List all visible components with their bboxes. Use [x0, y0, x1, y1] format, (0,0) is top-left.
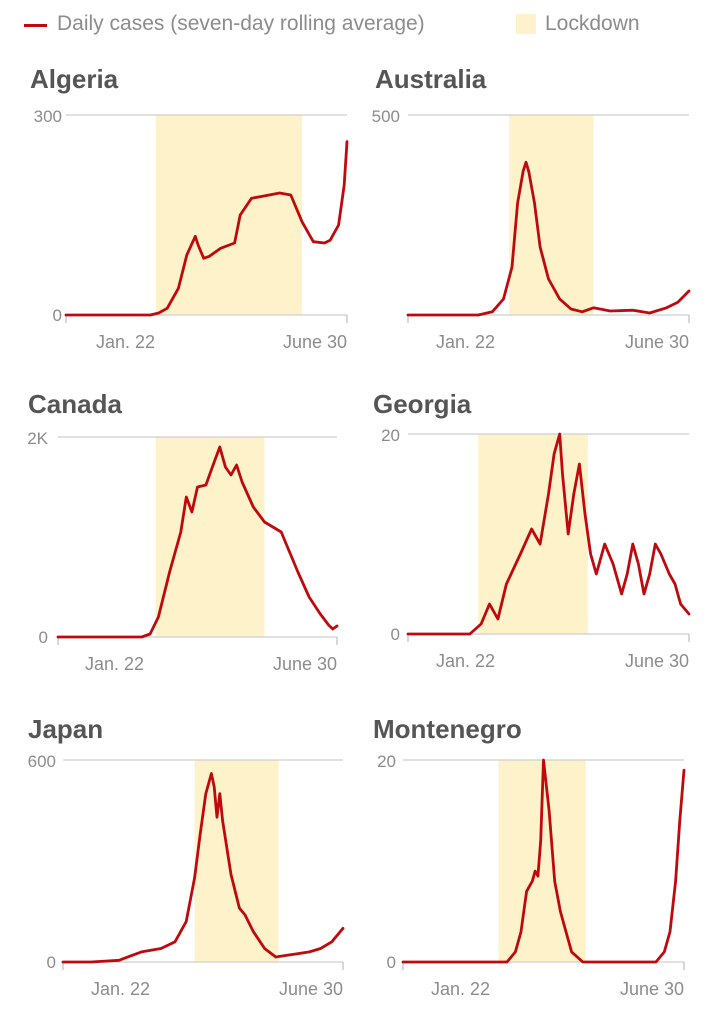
- georgia-y-tick-max: 20: [381, 426, 400, 445]
- legend: Daily cases (seven-day rolling average) …: [0, 0, 713, 50]
- australia-chart: Australia 500 Jan. 22 June 30: [372, 64, 691, 352]
- australia-x-tick-label-end: June 30: [625, 332, 689, 352]
- georgia-y-tick-min: 0: [391, 625, 400, 644]
- japan-title: Japan: [28, 714, 103, 744]
- montenegro-x-tick-label-start: Jan. 22: [431, 979, 490, 999]
- algeria-x-tick-label-end: June 30: [283, 332, 347, 352]
- japan-y-tick-min: 0: [47, 953, 56, 972]
- australia-cases-line: [406, 160, 691, 317]
- canada-x-tick-label-end: June 30: [273, 654, 337, 674]
- canada-y-tick-min: 0: [39, 628, 48, 647]
- georgia-title: Georgia: [373, 389, 472, 419]
- montenegro-x-tick-label-end: June 30: [620, 979, 684, 999]
- algeria-x-tick-label-start: Jan. 22: [96, 332, 155, 352]
- legend-line-label: Daily cases (seven-day rolling average): [57, 12, 425, 35]
- legend-lockdown-label: Lockdown: [545, 12, 640, 35]
- algeria-y-tick-min: 0: [53, 306, 62, 325]
- georgia-x-tick-label-end: June 30: [625, 651, 689, 671]
- canada-cases-line: [56, 445, 339, 639]
- georgia-chart: Georgia 20 0 Jan. 22 June 30: [373, 389, 691, 671]
- japan-x-tick-label-end: June 30: [279, 979, 343, 999]
- japan-lockdown-band: [194, 760, 279, 962]
- japan-chart: Japan 600 0 Jan. 22 June 30: [28, 714, 345, 999]
- algeria-chart: Algeria 300 0 Jan. 22 June 30: [30, 64, 349, 352]
- canada-x-tick-label-start: Jan. 22: [85, 654, 144, 674]
- montenegro-y-tick-max: 20: [377, 752, 396, 771]
- canada-title: Canada: [28, 389, 122, 419]
- algeria-y-tick-max: 300: [34, 107, 62, 126]
- canada-lockdown-band: [155, 437, 265, 637]
- canada-y-tick-max: 2K: [27, 429, 48, 448]
- montenegro-cases-line: [401, 758, 686, 964]
- georgia-cases-line: [406, 432, 691, 636]
- canada-chart: Canada 2K 0 Jan. 22 June 30: [27, 389, 339, 674]
- legend-line-swatch: [24, 24, 47, 27]
- georgia-x-tick-label-start: Jan. 22: [436, 651, 495, 671]
- legend-lockdown-swatch: [516, 14, 536, 34]
- japan-y-tick-max: 600: [28, 752, 56, 771]
- montenegro-y-tick-min: 0: [387, 953, 396, 972]
- montenegro-title: Montenegro: [373, 714, 522, 744]
- japan-x-tick-label-start: Jan. 22: [91, 979, 150, 999]
- montenegro-chart: Montenegro 20 0 Jan. 22 June 30: [373, 714, 686, 999]
- algeria-cases-line: [64, 140, 349, 317]
- australia-title: Australia: [375, 64, 487, 94]
- australia-x-tick-label-start: Jan. 22: [436, 332, 495, 352]
- algeria-title: Algeria: [30, 64, 119, 94]
- japan-cases-line: [61, 772, 345, 964]
- australia-y-tick-max: 500: [372, 107, 400, 126]
